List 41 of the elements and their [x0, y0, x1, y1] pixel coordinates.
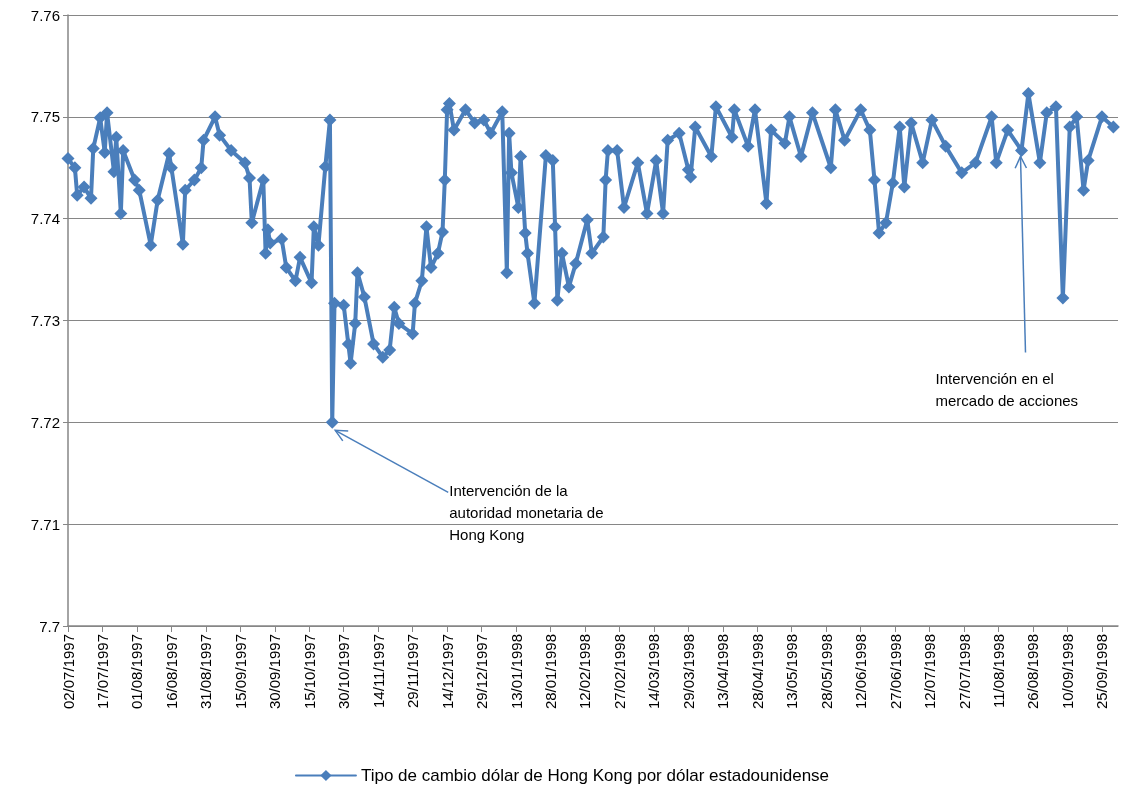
x-tick-label: 28/05/1998: [817, 634, 835, 710]
annotation: Intervención de la autoridad monetaria de Hong Kong: [449, 481, 605, 546]
x-tick-label: 11/08/1998: [990, 634, 1008, 708]
y-tick-label: 7.76: [30, 6, 60, 24]
x-tick-label: 14/11/1997: [369, 634, 387, 708]
y-tick-label: 7.71: [30, 515, 60, 533]
x-tick-label: 13/04/1998: [714, 634, 732, 710]
legend-label: Tipo de cambio dólar de Hong Kong por dólar estadounidense: [360, 766, 830, 785]
x-tick-label: 30/09/1997: [266, 634, 284, 710]
x-tick-label: 31/08/1997: [197, 634, 215, 710]
x-tick-label: 25/09/1998: [1093, 634, 1111, 710]
x-tick-label: 27/07/1998: [955, 634, 973, 710]
x-tick-label: 13/05/1998: [783, 634, 801, 710]
y-tick-label: 7.74: [30, 210, 60, 228]
x-tick-label: 27/02/1998: [610, 634, 628, 710]
y-tick-label: 7.75: [30, 108, 60, 126]
x-tick-label: 30/10/1997: [335, 634, 353, 710]
x-tick-label: 12/06/1998: [852, 634, 870, 710]
x-tick-label: 15/09/1997: [231, 634, 249, 710]
annotation: Intervención en el mercado de acciones: [935, 369, 1080, 412]
x-tick-label: 17/07/1997: [93, 634, 111, 710]
x-tick-label: 16/08/1997: [162, 634, 180, 710]
x-tick-label: 02/07/1997: [59, 634, 77, 710]
y-tick-label: 7.72: [30, 413, 60, 431]
x-tick-label: 14/03/1998: [645, 634, 663, 710]
x-tick-label: 29/11/1997: [404, 634, 422, 708]
x-tick-label: 28/04/1998: [748, 634, 766, 710]
x-tick-label: 01/08/1997: [128, 634, 146, 710]
x-tick-label: 26/08/1998: [1024, 634, 1042, 710]
y-tick-label: 7.7: [39, 617, 60, 635]
x-tick-label: 10/09/1998: [1058, 634, 1076, 710]
x-tick-label: 14/12/1997: [438, 634, 456, 710]
x-tick-label: 27/06/1998: [886, 634, 904, 710]
x-tick-label: 12/02/1998: [576, 634, 594, 710]
x-tick-label: 28/01/1998: [541, 634, 559, 710]
x-tick-label: 15/10/1997: [300, 634, 318, 710]
y-tick-label: 7.73: [30, 312, 60, 329]
x-tick-label: 29/03/1998: [679, 634, 697, 710]
x-tick-label: 13/01/1998: [507, 634, 525, 710]
x-tick-label: 12/07/1998: [921, 634, 939, 710]
x-tick-label: 29/12/1997: [473, 634, 491, 710]
